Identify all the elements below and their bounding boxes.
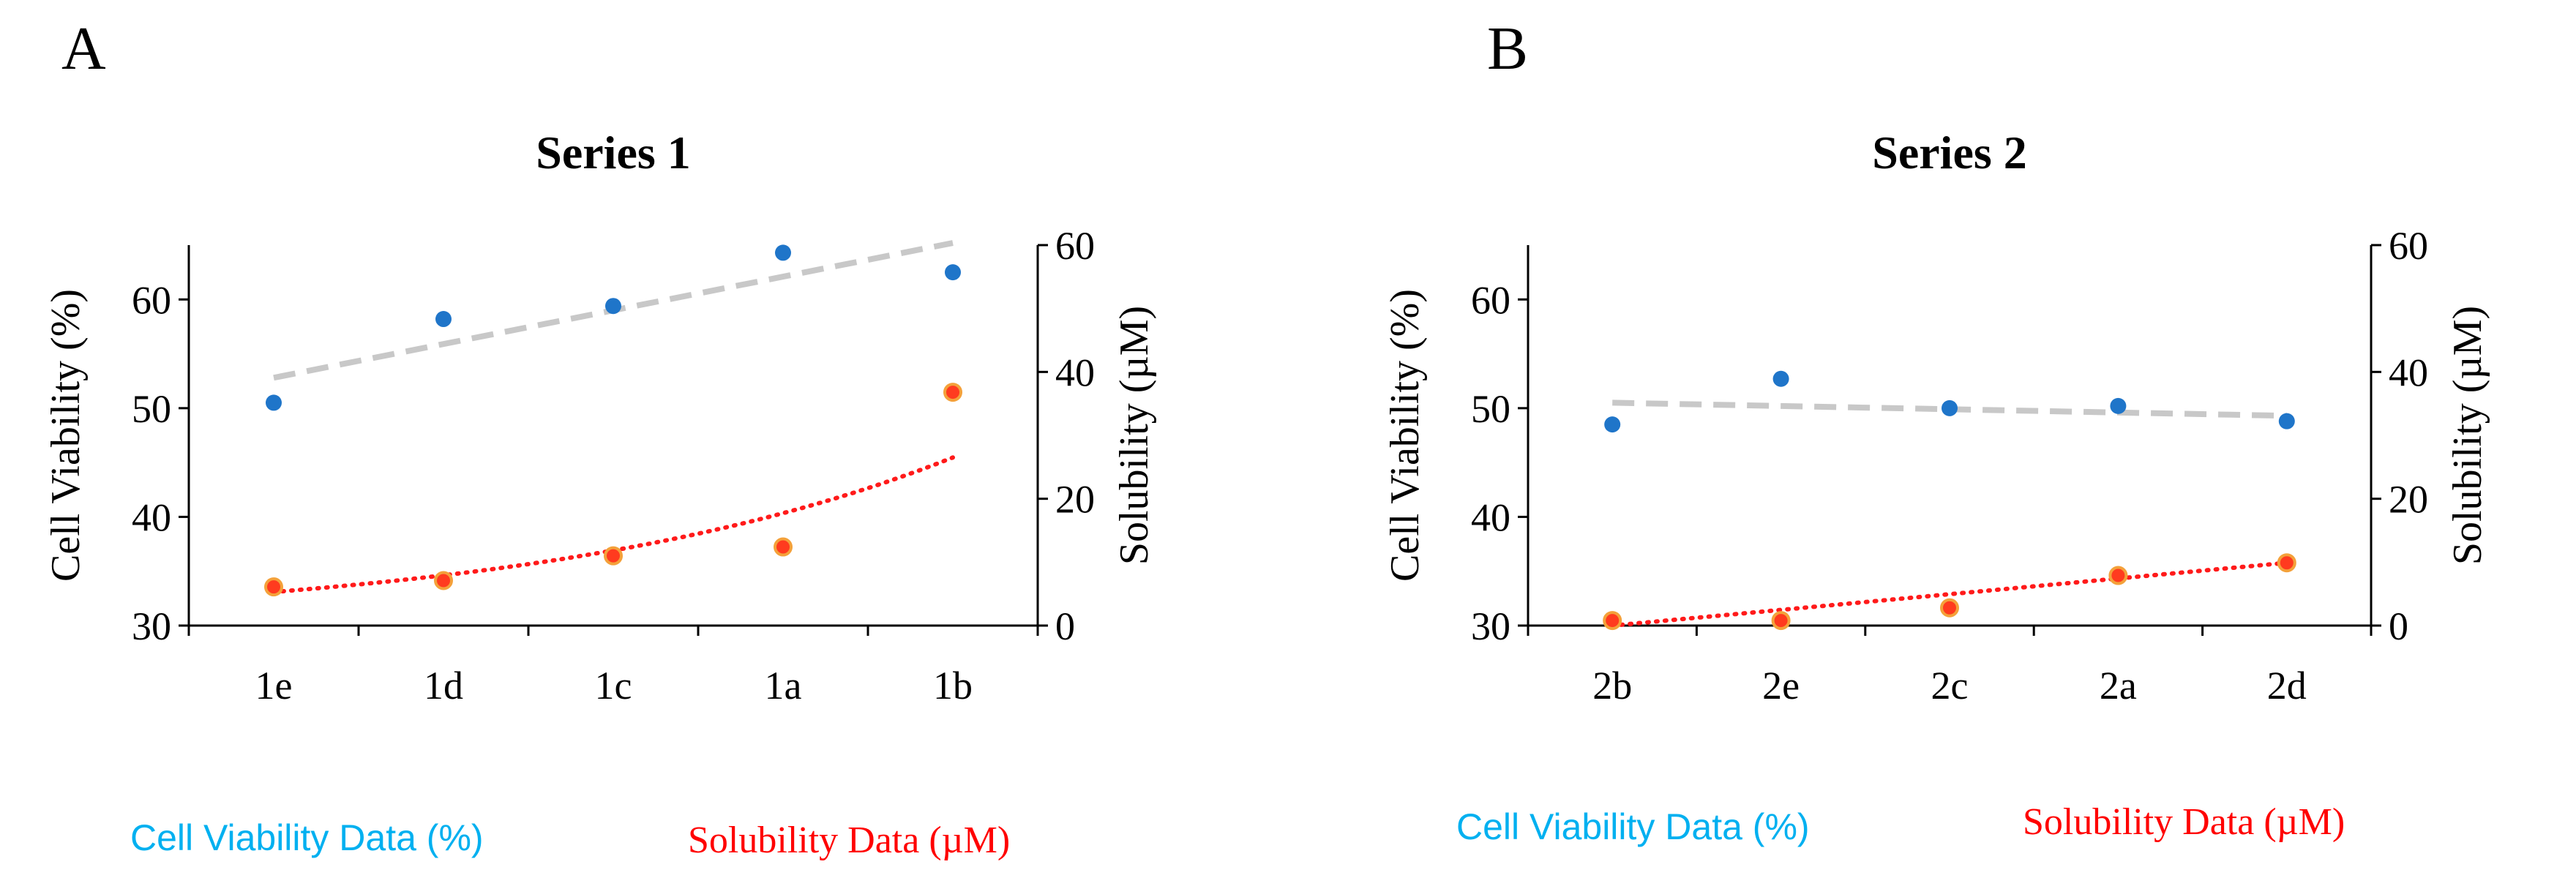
cell-viability-point [266,394,282,411]
solubility-trendline [272,455,955,595]
x-tick-label: 1e [255,664,293,708]
right-tick-label: 20 [1055,478,1095,522]
cell-viability-point [435,311,452,328]
legend-cell-viability-a: Cell Viability Data (%) [130,817,484,858]
y2-axis-label: Solubility (µM) [1112,306,1157,565]
chart-title-series-2: Series 2 [1872,127,2027,179]
panel-a: A Series 1 30 40 50 60 0 20 40 60 1e 1d 1c 1a 1b Cell … [43,15,1157,861]
left-tick-label: 60 [1471,278,1510,322]
left-tick-label: 50 [1471,387,1510,431]
right-tick-label: 40 [2389,350,2428,394]
y-axis-label: Cell Viability (%) [1382,289,1428,582]
y-axis-label: Cell Viability (%) [43,289,89,582]
right-tick-label: 60 [2389,224,2428,268]
cell-viability-point [1942,399,1958,416]
solubility-point [264,577,283,597]
x-tick-label: 2a [2100,664,2137,708]
solubility-point [943,383,962,402]
x-tick-label: 1a [765,664,802,708]
panel-b: B Series 2 30 40 50 60 0 20 40 60 2b 2e 2c 2a 2d Cell … [1382,15,2490,847]
cell-viability-point [945,264,961,281]
right-tick-label: 0 [1055,604,1075,648]
solubility-point [2277,553,2296,573]
left-tick-label: 40 [132,495,171,539]
x-tick-label: 1c [595,664,632,708]
solubility-point [1940,598,1959,618]
chart-title-series-1: Series 1 [536,127,691,179]
solubility-point [604,546,623,566]
solubility-point [2108,566,2128,585]
x-tick-label: 1b [933,664,973,708]
legend-cell-viability-b: Cell Viability Data (%) [1456,806,1810,847]
solubility-point [1603,611,1622,631]
right-tick-label: 40 [1055,350,1095,394]
right-tick-label: 20 [2389,478,2428,522]
left-tick-label: 30 [1471,604,1510,648]
cell-viability-point [2110,397,2127,414]
chart-series-1: Series 1 30 40 50 60 0 20 40 60 1e 1d 1c 1a 1b Cell Vi… [43,127,1157,708]
x-tick-label: 2e [1762,664,1800,708]
y2-axis-label: Solubility (µM) [2445,306,2490,565]
panel-letter-a: A [61,15,106,83]
solubility-point [774,537,793,557]
legend-solubility-b: Solubility Data (µM) [2023,801,2345,843]
cell-viability-point [775,244,791,261]
x-tick-label: 1d [424,664,463,708]
chart-series-2: Series 2 30 40 50 60 0 20 40 60 2b 2e 2c 2a 2d Cell Vi… [1382,127,2490,708]
left-tick-label: 50 [132,387,171,431]
cell-viability-point [2278,413,2295,429]
right-tick-label: 60 [1055,224,1095,268]
x-tick-label: 2d [2267,664,2307,708]
solubility-trendline [1610,560,2289,628]
panel-letter-b: B [1487,15,1528,83]
cell-viability-point [1772,370,1789,387]
legend-solubility-a: Solubility Data (µM) [688,819,1010,861]
left-tick-label: 40 [1471,495,1510,539]
x-tick-label: 2b [1592,664,1632,708]
right-tick-label: 0 [2389,604,2408,648]
cell-viability-point [605,298,621,315]
left-tick-label: 60 [132,278,171,322]
solubility-point [434,571,453,590]
cell-viability-point [1604,416,1621,433]
x-tick-label: 2c [1931,664,1969,708]
solubility-point [1771,611,1791,631]
left-tick-label: 30 [132,604,171,648]
